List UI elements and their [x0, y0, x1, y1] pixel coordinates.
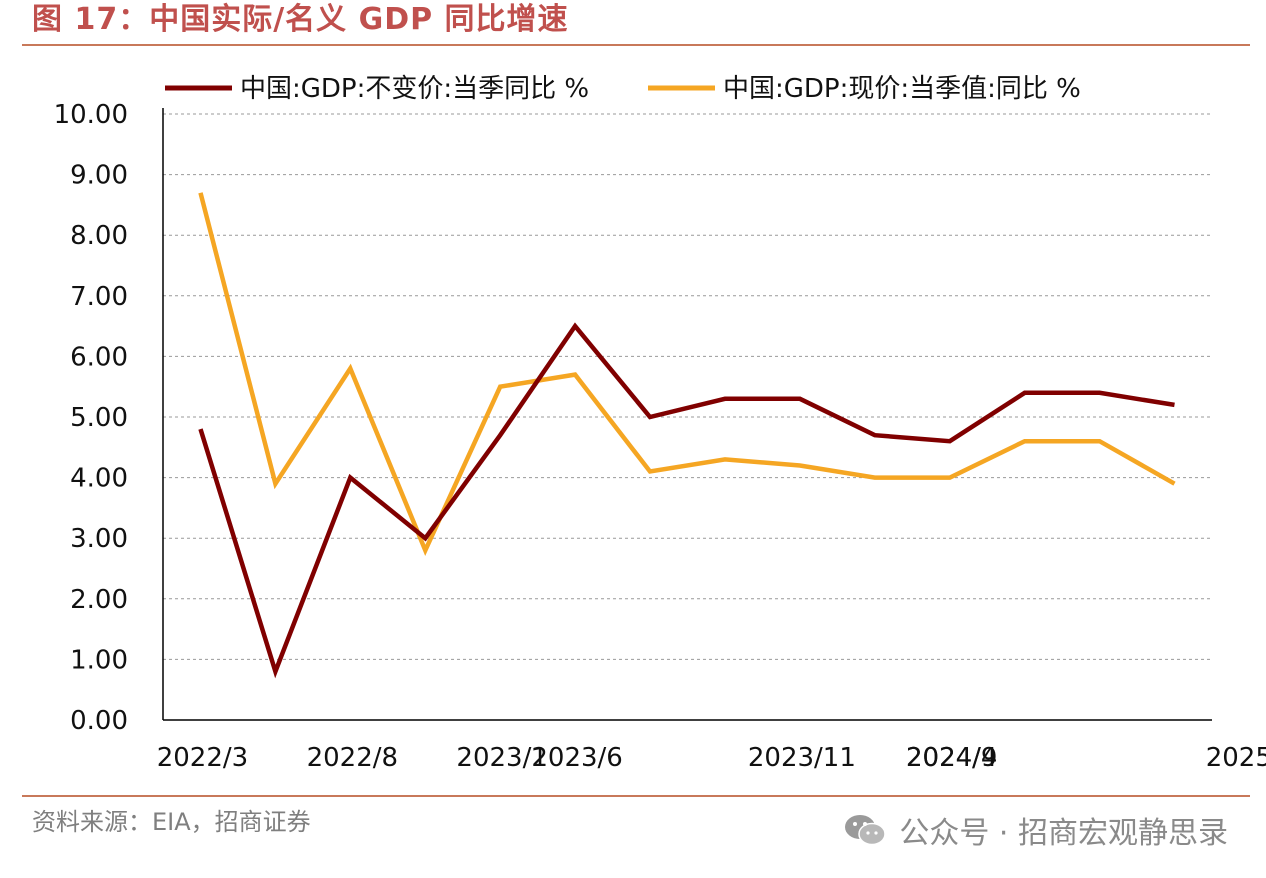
wechat-icon — [845, 815, 887, 846]
series-lines — [198, 192, 1176, 679]
legend-label-real: 中国:GDP:不变价:当季同比 % — [240, 74, 589, 104]
figure-title: 图 17：中国实际/名义 GDP 同比增速 — [32, 2, 569, 37]
y-tick-label: 8.00 — [70, 221, 128, 251]
series-line-nominal-gdp — [198, 192, 1176, 556]
y-tick-label: 0.00 — [70, 706, 128, 736]
axes — [162, 108, 1212, 721]
y-tick-label: 4.00 — [70, 464, 128, 494]
x-tick-label: 2023/11 — [748, 743, 856, 773]
footer-divider — [22, 795, 1250, 797]
x-tick-label: 2022/3 — [157, 743, 248, 773]
y-tick-label: 9.00 — [70, 161, 128, 191]
legend-label-nominal: 中国:GDP:现价:当季值:同比 % — [723, 74, 1081, 104]
watermark-text: 公众号 · 招商宏观静思录 — [899, 816, 1228, 851]
x-tick-label: 2022/8 — [307, 743, 398, 773]
line-chart: 中国:GDP:不变价:当季同比 % 中国:GDP:现价:当季值:同比 % 0.0… — [54, 74, 1266, 773]
x-tick-label: 2025/2 — [1206, 743, 1266, 773]
y-tick-labels: 0.00 1.00 2.00 3.00 4.00 5.00 6.00 7.00 8.00 9.00… — [54, 100, 128, 736]
y-tick-label: 1.00 — [70, 645, 128, 675]
source-note: 资料来源：EIA，招商证券 — [32, 808, 311, 836]
y-tick-label: 10.00 — [54, 100, 128, 130]
x-tick-label: 2024/4 — [906, 743, 997, 773]
x-tick-label: 2023/6 — [531, 743, 622, 773]
series-line-real-gdp — [198, 322, 1175, 679]
y-tick-label: 5.00 — [70, 403, 128, 433]
watermark: 公众号 · 招商宏观静思录 — [843, 808, 1228, 852]
x-tick-label: 2024/9 — [906, 743, 997, 773]
y-tick-label: 7.00 — [70, 282, 128, 312]
gridlines — [163, 113, 1212, 660]
x-tick-label: 2023/1 — [456, 743, 547, 773]
y-tick-label: 2.00 — [70, 585, 128, 615]
y-tick-label: 6.00 — [70, 342, 128, 372]
y-tick-label: 3.00 — [70, 524, 128, 554]
chart-legend: 中国:GDP:不变价:当季同比 % 中国:GDP:现价:当季值:同比 % — [165, 74, 1081, 104]
title-divider — [22, 44, 1250, 46]
